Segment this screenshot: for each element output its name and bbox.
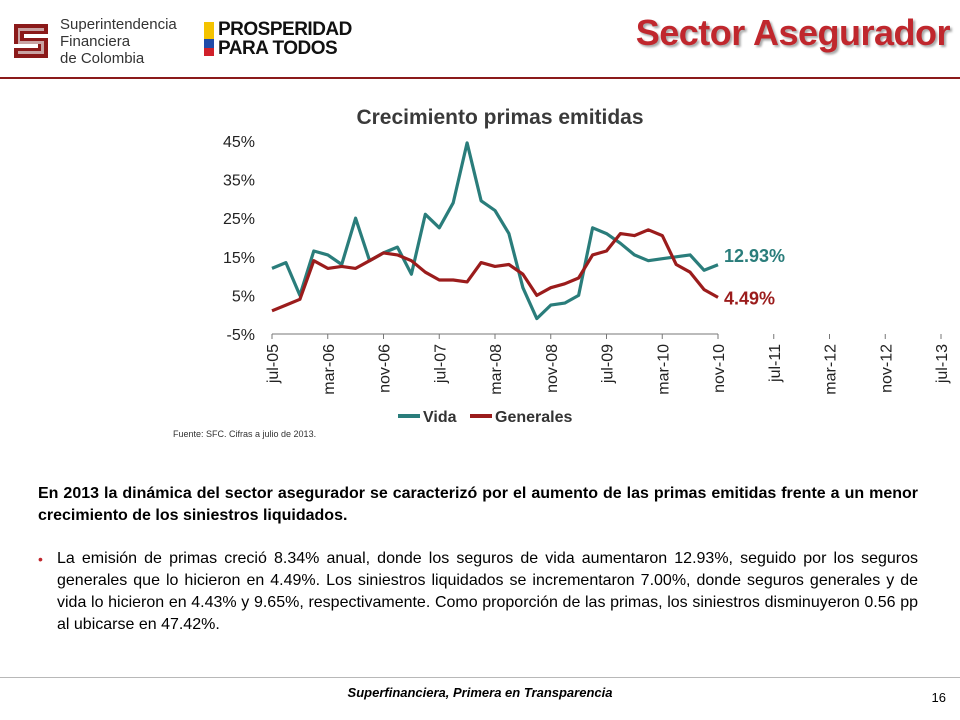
y-tick-label: -5% [227, 327, 255, 344]
chart-source-note: Fuente: SFC. Cifras a julio de 2013. [173, 429, 316, 439]
sfc-logo-line-1: Superintendencia [60, 16, 177, 33]
x-tick-label: jul-13 [934, 344, 951, 384]
series-end-label-vida: 12.93% [724, 246, 785, 266]
y-tick-label: 5% [232, 288, 255, 305]
x-tick-label: jul-09 [600, 344, 617, 384]
x-tick-label: jul-05 [265, 344, 282, 384]
chart-container: Crecimiento primas emitidas 45% 35% 25% 15%… [0, 80, 960, 450]
y-tick-label: 45% [223, 134, 255, 151]
bullet-marker: • [38, 548, 43, 570]
prosperidad-line-2: PARA TODOS [218, 39, 352, 58]
page-number: 16 [932, 690, 946, 705]
footer-tagline: Superfinanciera, Primera en Transparenci… [0, 685, 960, 700]
y-tick-label: 35% [223, 173, 255, 190]
series-end-label-generales: 4.49% [724, 288, 775, 308]
x-tick-label: mar-12 [823, 344, 840, 395]
series-layer: 12.93% 4.49% [272, 143, 785, 319]
sfc-logo-line-2: Financiera [60, 33, 177, 50]
summary-paragraph: En 2013 la dinámica del sector asegurado… [38, 483, 918, 527]
x-tick-label: nov-10 [711, 344, 728, 393]
prosperidad-line-1: PROSPERIDAD [218, 20, 352, 39]
y-tick-label: 25% [223, 211, 255, 228]
x-tick-label: mar-08 [488, 344, 505, 395]
chart-title: Crecimiento primas emitidas [356, 106, 643, 129]
prosperidad-logo: PROSPERIDAD PARA TODOS [204, 20, 354, 60]
legend-label-generales: Generales [495, 409, 572, 426]
bullet-text: La emisión de primas creció 8.34% anual,… [57, 548, 918, 636]
sfc-logo-line-3: de Colombia [60, 50, 177, 67]
sfc-logo-mark [8, 14, 54, 66]
slide-title: Sector Asegurador [636, 12, 950, 54]
x-tick-label: mar-06 [321, 344, 338, 395]
x-axis: jul-05 mar-06 nov-06 jul-07 mar-08 nov-08 jul-… [265, 334, 951, 395]
x-tick-label: jul-11 [767, 344, 784, 383]
growth-line-chart: Crecimiento primas emitidas 45% 35% 25% 15%… [0, 80, 960, 450]
x-tick-label: nov-12 [878, 344, 895, 393]
x-tick-label: nov-08 [544, 344, 561, 393]
series-line-generales [272, 230, 718, 311]
x-tick-label: mar-10 [655, 344, 672, 395]
y-tick-label: 15% [223, 250, 255, 267]
colombia-flag-icon [204, 22, 214, 56]
x-tick-label: jul-07 [432, 344, 449, 384]
sfc-logo: Superintendencia Financiera de Colombia [8, 10, 180, 70]
x-tick-label: nov-06 [377, 344, 394, 393]
header-divider [0, 77, 960, 79]
y-axis: 45% 35% 25% 15% 5% -5% [223, 134, 255, 344]
legend-label-vida: Vida [423, 409, 457, 426]
chart-legend: Vida Generales [398, 409, 572, 426]
footer-divider [0, 677, 960, 678]
